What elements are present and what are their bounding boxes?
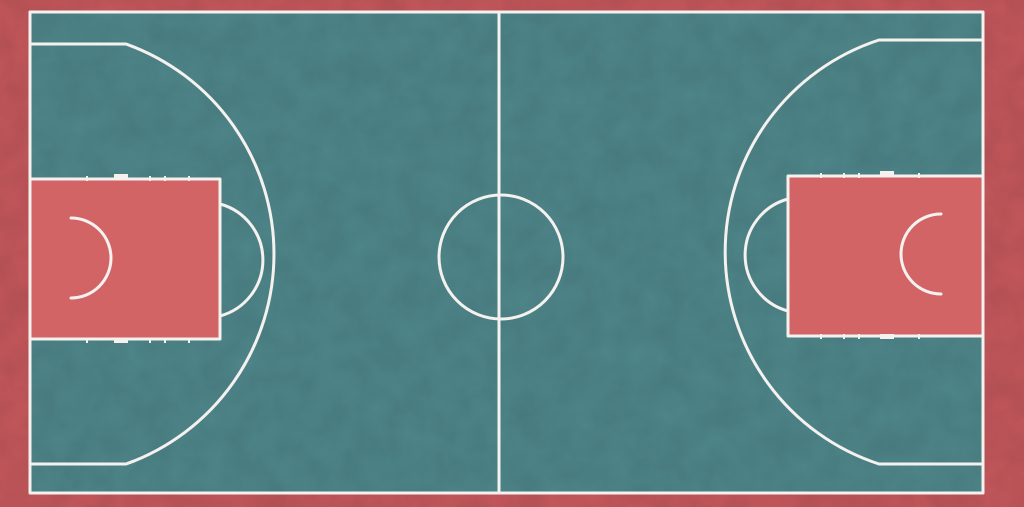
left-paint-area	[30, 179, 220, 339]
left-free-throw-arc	[218, 202, 265, 318]
right-three-point-line	[723, 38, 985, 466]
right-free-throw-arc	[743, 197, 790, 313]
right-restricted-arc	[899, 212, 943, 296]
center-circle	[437, 193, 565, 321]
right-paint-area	[788, 176, 983, 336]
left-three-point-line	[28, 42, 276, 466]
right-lane-hash-marks	[820, 171, 920, 339]
left-restricted-arc	[69, 216, 113, 300]
left-lane-hash-marks	[86, 174, 190, 343]
